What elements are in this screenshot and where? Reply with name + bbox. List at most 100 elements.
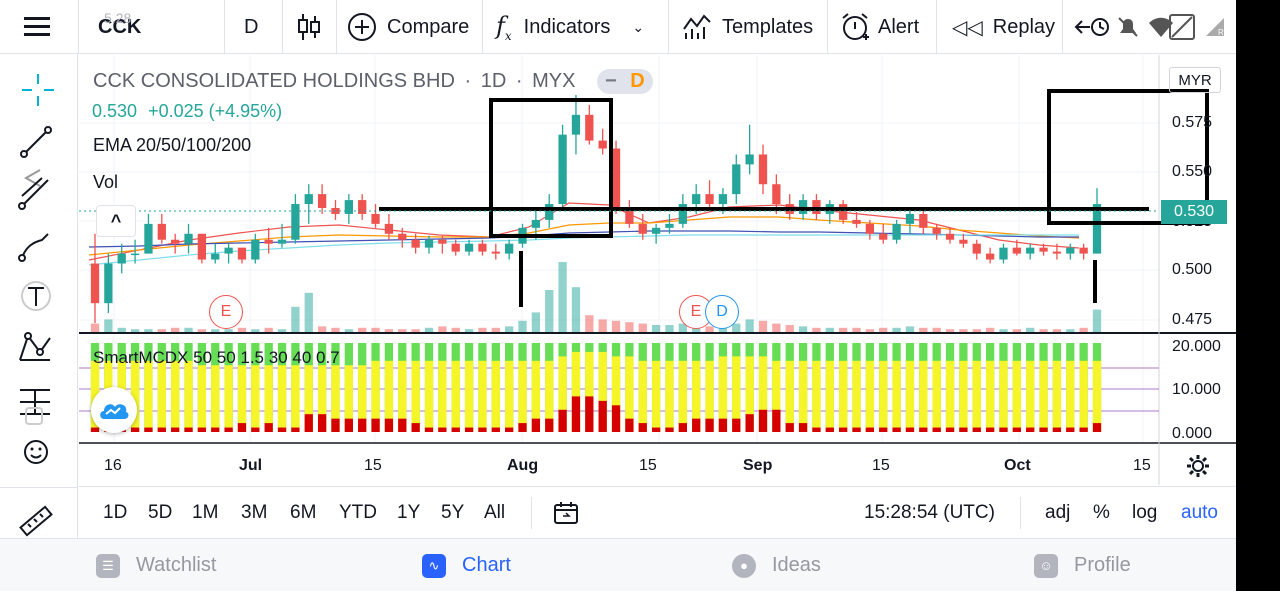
- compare-button[interactable]: Compare: [347, 0, 469, 54]
- clock-readout[interactable]: 15:28:54 (UTC): [864, 502, 995, 523]
- indicator-yellow-bar: [211, 365, 220, 432]
- settings-gear-icon[interactable]: [1185, 453, 1211, 479]
- text-tool-icon[interactable]: [14, 276, 62, 316]
- indicator-red-bar: [598, 400, 607, 432]
- templates-icon: [683, 14, 711, 39]
- pattern-icon[interactable]: [14, 328, 62, 368]
- nav-profile[interactable]: ☺ Profile: [1034, 539, 1131, 592]
- ruler-icon[interactable]: [14, 498, 62, 538]
- indicator-yellow-bar: [1026, 360, 1035, 432]
- tradingview-logo[interactable]: [91, 387, 137, 433]
- chart-canvas[interactable]: [79, 55, 1236, 485]
- nav-ideas[interactable]: ● Ideas: [732, 539, 821, 592]
- alert-label: Alert: [878, 15, 920, 38]
- legend-interval: 1D: [480, 70, 507, 92]
- range-3m-button[interactable]: 3M: [241, 502, 268, 523]
- price-tick: 0.500: [1172, 261, 1213, 278]
- menu-icon[interactable]: [22, 0, 54, 54]
- candle-body: [424, 239, 434, 248]
- wifi-status-icon: [1148, 0, 1174, 54]
- volume-bar: [518, 320, 527, 332]
- chart-area[interactable]: CCK CONSOLIDATED HOLDINGS BHD · 1D · MYX…: [79, 55, 1236, 485]
- volume-bar: [277, 329, 287, 332]
- nav-chart[interactable]: ∿ Chart: [422, 539, 511, 592]
- emoji-icon[interactable]: [14, 432, 62, 472]
- volume-bar: [291, 306, 300, 332]
- log-scale-button[interactable]: log: [1132, 502, 1158, 523]
- undo-history-button[interactable]: [1074, 0, 1110, 54]
- brush-icon[interactable]: [14, 226, 62, 266]
- go-to-date-button[interactable]: [553, 487, 579, 539]
- fib-retracement-icon[interactable]: [14, 166, 62, 210]
- adjust-button[interactable]: adj: [1045, 502, 1071, 523]
- volume-bar: [758, 320, 768, 332]
- calendar-icon: [554, 502, 578, 524]
- drawing-rectangle[interactable]: [489, 98, 613, 238]
- drawing-rectangle[interactable]: [1047, 89, 1209, 225]
- crosshair-icon[interactable]: [14, 70, 62, 110]
- indicator-red-bar: [785, 423, 794, 432]
- percent-scale-button[interactable]: %: [1093, 502, 1110, 523]
- candle-body: [879, 233, 888, 240]
- volume-legend[interactable]: Vol: [93, 172, 118, 193]
- volume-bar: [491, 327, 500, 332]
- time-tick: 16: [104, 457, 122, 474]
- candle-body: [932, 227, 941, 234]
- period-bar: 1D 5D 1M 3M 6M YTD 1Y 5Y All 15:28:54 (U…: [79, 486, 1236, 538]
- range-1y-button[interactable]: 1Y: [397, 502, 421, 523]
- candle-body: [251, 239, 260, 260]
- fullscreen-icon[interactable]: [1168, 0, 1196, 54]
- measure-icon[interactable]: [14, 382, 62, 425]
- indicator-tick: 20.000: [1172, 338, 1221, 355]
- range-6m-button[interactable]: 6M: [290, 502, 317, 523]
- indicator-yellow-bar: [985, 360, 995, 432]
- volume-bar: [1052, 329, 1062, 332]
- range-all-button[interactable]: All: [484, 502, 506, 523]
- ema-legend[interactable]: EMA 20/50/100/200: [93, 135, 251, 156]
- indicator-legend[interactable]: SmartMCDX 50 50 1.5 30 40 0.7: [93, 348, 340, 368]
- indicator-red-bar: [1052, 427, 1062, 432]
- candle-body: [772, 184, 781, 205]
- symbol-legend[interactable]: CCK CONSOLIDATED HOLDINGS BHD · 1D · MYX…: [93, 69, 653, 94]
- volume-bar: [798, 326, 808, 332]
- auto-scale-button[interactable]: auto: [1181, 502, 1218, 523]
- indicator-yellow-bar: [585, 351, 594, 432]
- indicator-yellow-bar: [251, 365, 260, 432]
- trend-line-icon[interactable]: [14, 122, 62, 162]
- nav-watchlist[interactable]: ☰ Watchlist: [96, 539, 216, 592]
- candle-body: [451, 243, 460, 252]
- time-tick: 15: [872, 457, 890, 474]
- currency-button[interactable]: MYR: [1169, 67, 1221, 93]
- indicators-button[interactable]: fx Indicators ⌄: [496, 0, 644, 54]
- candle-body: [972, 243, 981, 254]
- volume-bar: [558, 262, 567, 332]
- dividend-marker[interactable]: D: [705, 295, 739, 329]
- collapse-legend-button[interactable]: ^: [96, 205, 136, 237]
- indicator-red-bar: [1092, 423, 1102, 432]
- indicator-red-bar: [1066, 427, 1075, 432]
- range-1d-button[interactable]: 1D: [103, 502, 128, 523]
- range-1m-button[interactable]: 1M: [192, 502, 219, 523]
- indicator-yellow-bar: [892, 360, 901, 432]
- indicator-yellow-bar: [571, 351, 581, 432]
- time-tick: 15: [1133, 457, 1151, 474]
- earnings-marker[interactable]: E: [209, 295, 243, 329]
- range-ytd-button[interactable]: YTD: [339, 502, 377, 523]
- chart-style-button[interactable]: [296, 0, 322, 54]
- indicator-yellow-bar: [1039, 360, 1048, 432]
- symbol-search-button[interactable]: 5.28 CCK: [98, 0, 141, 54]
- alert-button[interactable]: Alert: [840, 0, 919, 54]
- candle-body: [745, 154, 754, 165]
- candle-body: [985, 253, 995, 260]
- range-5y-button[interactable]: 5Y: [441, 502, 465, 523]
- templates-button[interactable]: Templates: [682, 0, 813, 54]
- delay-badge: D: [630, 70, 645, 92]
- range-5d-button[interactable]: 5D: [148, 502, 173, 523]
- volume-bar: [371, 327, 380, 332]
- data-status-pill[interactable]: − D: [596, 69, 653, 94]
- chevron-down-icon[interactable]: ⌄: [632, 18, 645, 35]
- replay-button[interactable]: ◁◁ Replay: [952, 0, 1055, 54]
- indicator-red-bar: [905, 427, 915, 432]
- interval-button[interactable]: D: [244, 0, 258, 54]
- volume-bar: [625, 322, 634, 332]
